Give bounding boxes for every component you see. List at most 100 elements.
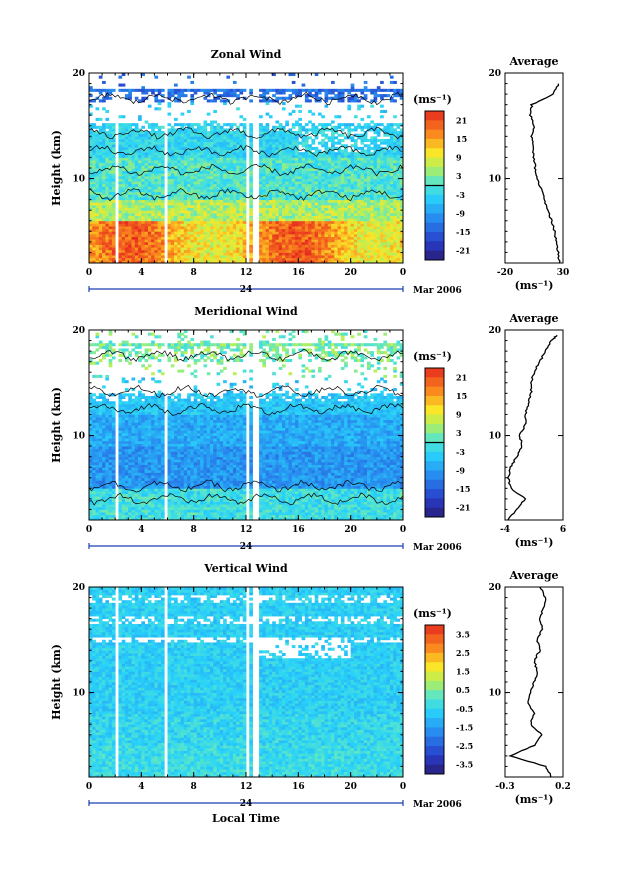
heatmap-cell	[177, 147, 181, 150]
heatmap-cell	[282, 210, 286, 213]
heatmap-cell	[285, 134, 289, 137]
heatmap-cell	[99, 234, 103, 237]
heatmap-cell	[292, 176, 296, 179]
heatmap-cell	[318, 165, 322, 168]
heatmap-cell	[272, 176, 276, 179]
heatmap-cell	[226, 231, 230, 234]
heatmap-cell	[223, 150, 227, 153]
heatmap-cell	[168, 173, 172, 176]
heatmap-cell	[390, 173, 394, 176]
heatmap-cell	[325, 242, 329, 245]
heatmap-cell	[285, 194, 289, 197]
heatmap-cell	[305, 147, 309, 150]
heatmap-cell	[168, 226, 172, 229]
heatmap-cell	[184, 184, 188, 187]
heatmap-cell	[236, 165, 240, 168]
heatmap-cell	[203, 192, 207, 195]
heatmap-cell	[383, 94, 387, 97]
heatmap-cell	[272, 184, 276, 187]
heatmap-cell	[266, 258, 270, 261]
heatmap-cell	[187, 173, 191, 176]
heatmap-cell	[295, 160, 299, 163]
heatmap-cell	[89, 192, 93, 195]
heatmap-cell	[344, 223, 348, 226]
heatmap-cell	[275, 194, 279, 197]
heatmap-cell	[344, 163, 348, 166]
heatmap-cell	[203, 181, 207, 184]
heatmap-cell	[328, 223, 332, 226]
heatmap-cell	[96, 202, 100, 205]
heatmap-cell	[285, 142, 289, 145]
heatmap-cell	[109, 126, 113, 129]
heatmap-cell	[318, 205, 322, 208]
heatmap-cell	[220, 128, 224, 131]
heatmap-cell	[318, 91, 322, 94]
heatmap-cell	[282, 139, 286, 142]
heatmap-cell	[347, 247, 351, 250]
heatmap-cell	[105, 179, 109, 182]
heatmap-cell	[360, 126, 364, 129]
heatmap-cell	[220, 208, 224, 211]
heatmap-cell	[171, 205, 175, 208]
heatmap-cell	[174, 205, 178, 208]
heatmap-cell	[174, 89, 178, 92]
heatmap-cell	[226, 200, 230, 203]
heatmap-cell	[220, 194, 224, 197]
heatmap-cell	[141, 229, 145, 232]
heatmap-cell	[266, 184, 270, 187]
heatmap-cell	[158, 168, 162, 171]
heatmap-cell	[285, 242, 289, 245]
heatmap-cell	[331, 176, 335, 179]
heatmap-cell	[125, 258, 129, 261]
heatmap-cell	[367, 163, 371, 166]
heatmap-cell	[328, 186, 332, 189]
heatmap-cell	[177, 134, 181, 137]
heatmap-cell	[135, 157, 139, 160]
heatmap-cell	[396, 189, 400, 192]
heatmap-cell	[331, 165, 335, 168]
heatmap-cell	[308, 157, 312, 160]
heatmap-cell	[298, 181, 302, 184]
heatmap-cell	[243, 218, 247, 221]
heatmap-cell	[396, 131, 400, 134]
heatmap-cell	[370, 163, 374, 166]
heatmap-cell	[347, 239, 351, 242]
heatmap-cell	[226, 155, 230, 158]
heatmap-cell	[122, 223, 126, 226]
heatmap-cell	[295, 205, 299, 208]
heatmap-cell	[298, 250, 302, 253]
heatmap-cell	[292, 229, 296, 232]
heatmap-cell	[367, 176, 371, 179]
heatmap-cell	[109, 184, 113, 187]
heatmap-cell	[243, 221, 247, 224]
heatmap-cell	[230, 186, 234, 189]
heatmap-cell	[194, 208, 198, 211]
heatmap-cell	[99, 205, 103, 208]
heatmap-cell	[341, 200, 345, 203]
heatmap-cell	[305, 144, 309, 147]
heatmap-cell	[272, 247, 276, 250]
heatmap-cell	[236, 200, 240, 203]
heatmap-cell	[289, 205, 293, 208]
heatmap-cell	[112, 229, 116, 232]
heatmap-cell	[187, 229, 191, 232]
heatmap-cell	[135, 202, 139, 205]
heatmap-cell	[364, 186, 368, 189]
heatmap-cell	[233, 197, 237, 200]
heatmap-cell	[370, 105, 374, 108]
heatmap-cell	[390, 213, 394, 216]
heatmap-cell	[102, 126, 106, 129]
heatmap-cell	[262, 200, 266, 203]
heatmap-cell	[128, 155, 132, 158]
heatmap-cell	[243, 165, 247, 168]
heatmap-cell	[259, 123, 263, 126]
heatmap-cell	[102, 142, 106, 145]
heatmap-cell	[351, 226, 355, 229]
heatmap-cell	[174, 208, 178, 211]
heatmap-cell	[102, 173, 106, 176]
heatmap-cell	[279, 226, 283, 229]
heatmap-cell	[168, 105, 172, 108]
heatmap-cell	[200, 239, 204, 242]
heatmap-cell	[236, 89, 240, 92]
heatmap-cell	[158, 189, 162, 192]
